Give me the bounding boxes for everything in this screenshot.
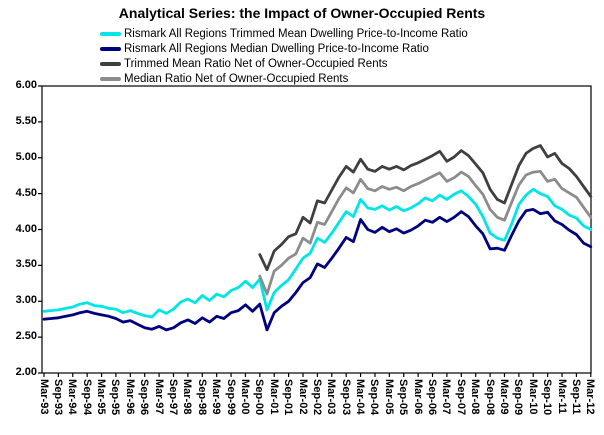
series-line-3 — [258, 169, 593, 296]
x-tick-label: Mar-97 — [152, 379, 165, 415]
x-tick-label: Sep-03 — [339, 379, 352, 416]
series-line-0 — [42, 187, 593, 319]
legend-label: Median Ratio Net of Owner-Occupied Rents — [124, 72, 349, 85]
x-tick-label: Mar-99 — [210, 379, 223, 415]
x-tick-label: Mar-12 — [584, 379, 597, 415]
y-tick-label: 3.00 — [15, 294, 37, 307]
x-tick-label: Sep-00 — [253, 379, 266, 416]
legend-label: Rismark All Regions Trimmed Mean Dwellin… — [124, 27, 468, 40]
x-tick-label: Sep-08 — [483, 379, 496, 416]
legend: Rismark All Regions Trimmed Mean Dwellin… — [100, 26, 468, 86]
x-tick-label: Sep-93 — [51, 379, 64, 416]
y-tick-label: 4.50 — [15, 186, 37, 199]
x-tick-label: Mar-93 — [37, 379, 50, 415]
legend-label: Rismark All Regions Median Dwelling Pric… — [124, 42, 429, 55]
x-tick-label: Sep-02 — [310, 379, 323, 416]
x-tick-label: Mar-96 — [123, 379, 136, 415]
legend-item: Rismark All Regions Median Dwelling Pric… — [100, 41, 468, 56]
x-tick-label: Sep-06 — [426, 379, 439, 416]
chart-title: Analytical Series: the Impact of Owner-O… — [118, 5, 486, 21]
x-tick-label: Sep-94 — [80, 379, 93, 416]
x-tick-label: Sep-07 — [454, 379, 467, 416]
x-tick-label: Mar-10 — [526, 379, 539, 415]
x-tick-label: Mar-94 — [66, 379, 79, 415]
x-tick-label: Mar-05 — [382, 379, 395, 415]
legend-item: Rismark All Regions Trimmed Mean Dwellin… — [100, 26, 468, 41]
x-tick-label: Sep-10 — [541, 379, 554, 416]
y-tick-label: 6.00 — [15, 79, 37, 91]
x-tick-label: Sep-99 — [224, 379, 237, 416]
x-tick-label: Mar-01 — [267, 379, 280, 415]
legend-item: Median Ratio Net of Owner-Occupied Rents — [100, 71, 468, 86]
x-tick-label: Mar-07 — [440, 379, 453, 415]
legend-line-swatch — [100, 61, 121, 66]
x-tick-label: Mar-00 — [238, 379, 251, 415]
x-tick-label: Sep-05 — [397, 379, 410, 416]
y-tick-label: 4.00 — [15, 222, 37, 235]
x-tick-label: Sep-04 — [368, 379, 381, 416]
x-tick-label: Mar-04 — [354, 379, 367, 415]
legend-line-swatch — [100, 76, 121, 81]
legend-line-swatch — [100, 46, 121, 51]
y-tick-label: 3.50 — [15, 258, 37, 271]
x-tick-label: Sep-09 — [512, 379, 525, 416]
x-tick-label: Mar-03 — [325, 379, 338, 415]
legend-label: Trimmed Mean Ratio Net of Owner-Occupied… — [124, 57, 388, 70]
x-tick-label: Mar-11 — [555, 379, 568, 414]
x-tick-label: Mar-08 — [469, 379, 482, 415]
x-tick-label: Mar-02 — [296, 379, 309, 415]
series-line-2 — [258, 144, 593, 272]
x-tick-label: Mar-09 — [497, 379, 510, 415]
y-tick-label: 2.50 — [15, 330, 37, 343]
x-tick-label: Sep-01 — [282, 379, 295, 416]
x-tick-label: Sep-95 — [109, 379, 122, 416]
x-tick-label: Mar-06 — [411, 379, 424, 415]
x-tick-label: Sep-97 — [167, 379, 179, 416]
x-tick-label: Mar-95 — [95, 379, 108, 415]
x-tick-label: Sep-98 — [195, 379, 208, 416]
y-tick-label: 5.50 — [15, 114, 37, 127]
x-tick-label: Mar-98 — [181, 379, 194, 415]
x-tick-label: Sep-96 — [138, 379, 151, 416]
y-tick-label: 2.00 — [15, 366, 37, 378]
legend-line-swatch — [100, 31, 121, 36]
series-line-1 — [42, 207, 593, 332]
legend-item: Trimmed Mean Ratio Net of Owner-Occupied… — [100, 56, 468, 71]
x-tick-label: Sep-11 — [569, 379, 582, 415]
y-tick-label: 5.00 — [15, 150, 37, 163]
